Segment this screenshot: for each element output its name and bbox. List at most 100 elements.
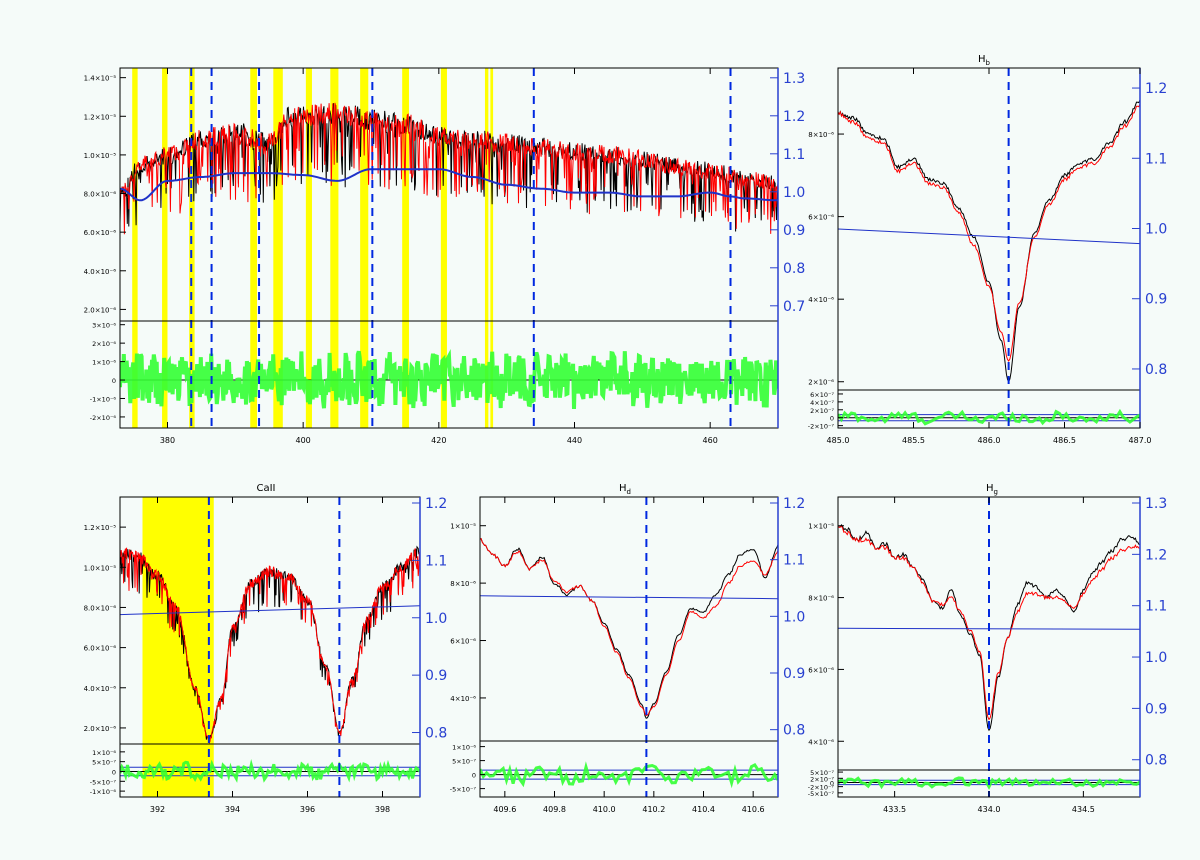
full-spectrum-y-tick-label: 6.0×10⁻⁶ (84, 229, 117, 237)
caii-x-tick-label: 392 (150, 805, 165, 814)
hb-x-tick-label: 486.5 (1053, 436, 1076, 445)
full-spectrum-y2-tick-label: 1.0 (783, 185, 805, 201)
caii-x-tick-label: 398 (375, 805, 390, 814)
full-spectrum-residual-tick-label: -2×10⁻⁶ (90, 414, 117, 422)
caii-y2-tick-label: 1.0 (425, 611, 447, 627)
caii-y2-tick-label: 0.8 (425, 726, 447, 742)
caii-y2-tick-label: 1.2 (425, 496, 447, 512)
full-spectrum-y2-tick-label: 1.1 (783, 147, 805, 163)
full-spectrum-residual-tick-label: 0 (112, 377, 116, 385)
hg-y-tick-label: 4×10⁻⁶ (808, 738, 834, 746)
hg-x-tick-label: 433.5 (883, 805, 906, 814)
hb-residual-tick-label: 0 (830, 415, 834, 423)
hg-observed-spectrum (838, 524, 1140, 732)
caii-y-tick-label: 2.0×10⁻⁶ (84, 725, 117, 733)
hb-x-tick-label: 485.5 (902, 436, 925, 445)
full-spectrum-masked-region (330, 68, 339, 428)
full-spectrum-y-tick-label: 1.0×10⁻⁵ (84, 152, 117, 160)
hg-residual-tick-label: -5×10⁻⁷ (808, 790, 835, 798)
caii-y-tick-label: 4.0×10⁻⁶ (84, 685, 117, 693)
full-spectrum-observed-spectrum (120, 103, 778, 232)
hd-y2-tick-label: 0.8 (783, 723, 805, 739)
full-spectrum-x-tick-label: 420 (431, 436, 446, 445)
hb-y2-tick-label: 1.1 (1145, 151, 1167, 167)
hg-y2-tick-label: 1.2 (1145, 547, 1167, 563)
hd-y2-tick-label: 1.0 (783, 609, 805, 625)
hb-continuum (838, 228, 1140, 245)
hb-title: Hb (978, 54, 991, 67)
full-spectrum-x-tick-label: 440 (567, 436, 582, 445)
hb-y2-tick-label: 0.8 (1145, 362, 1167, 378)
full-spectrum-y2-tick-label: 0.8 (783, 261, 805, 277)
hg-y2-tick-label: 1.0 (1145, 650, 1167, 666)
hb-y-tick-label: 4×10⁻⁶ (808, 296, 834, 304)
full-spectrum-masked-region (360, 68, 369, 428)
hg-x-tick-label: 434.0 (978, 805, 1001, 814)
hd-x-tick-label: 410.4 (692, 805, 715, 814)
full-spectrum-masked-region (132, 68, 138, 428)
hg-residual-tick-label: 5×10⁻⁷ (810, 769, 834, 777)
hb-y-tick-label: 8×10⁻⁶ (808, 131, 834, 139)
hd-residual-tick-label: 0 (472, 772, 476, 780)
full-spectrum-y-tick-label: 2.0×10⁻⁶ (84, 306, 117, 314)
caii-continuum (120, 605, 420, 616)
hd-residual-tick-label: 5×10⁻⁷ (452, 758, 476, 766)
full-spectrum-masked-region (250, 68, 258, 428)
full-spectrum-panel: 380 400 420 440 460 2.0×10⁻⁶ 4.0×10⁻⁶ 6.0×10⁻⁶ 8… (84, 67, 805, 445)
hd-panel: 409.6 409.8 410.0 410.2 410.4 410.6 4×10⁻⁶ 6×10… (450, 496, 806, 814)
caii-x-tick-label: 396 (300, 805, 315, 814)
caii-y-tick-label: 1.0×10⁻⁵ (84, 564, 117, 572)
full-spectrum-masked-region (490, 68, 494, 428)
hd-continuum (480, 595, 778, 600)
caii-masked-region (142, 497, 214, 797)
full-spectrum-residuals (120, 349, 778, 409)
hd-model-spectrum (480, 538, 778, 716)
caii-y-tick-label: 6.0×10⁻⁶ (84, 645, 117, 653)
full-spectrum-residual-tick-label: 3×10⁻⁶ (92, 322, 116, 330)
hb-y2-tick-label: 0.9 (1145, 292, 1167, 308)
hd-x-tick-label: 410.0 (593, 805, 616, 814)
hg-y2-tick-label: 0.8 (1145, 753, 1167, 769)
hd-y-tick-label: 6×10⁻⁶ (450, 638, 476, 646)
hd-x-tick-label: 409.8 (543, 805, 566, 814)
hd-title: Hd (619, 483, 631, 496)
full-spectrum-masked-region (273, 68, 283, 428)
caii-panel: 392 394 396 398 2.0×10⁻⁶ 4.0×10⁻⁶ 6.0×10⁻⁶ 8.0×… (84, 496, 448, 814)
hd-residual-tick-label: 1×10⁻⁶ (452, 744, 476, 752)
hb-y-tick-label: 6×10⁻⁶ (808, 214, 834, 222)
hd-y2-tick-label: 1.1 (783, 553, 805, 569)
hb-residual-tick-label: 4×10⁻⁷ (810, 399, 834, 407)
hb-residual-tick-label: 6×10⁻⁷ (810, 391, 834, 399)
caii-residual-tick-label: 1×10⁻⁶ (92, 749, 116, 757)
caii-residuals (120, 759, 420, 783)
caii-residual-tick-label: 5×10⁻⁷ (92, 759, 116, 767)
hb-x-tick-label: 486.0 (978, 436, 1001, 445)
hd-residual-tick-label: -5×10⁻⁷ (450, 786, 477, 794)
caii-residual-tick-label: 0 (112, 768, 116, 776)
caii-y-tick-label: 1.2×10⁻⁵ (84, 524, 117, 532)
full-spectrum-model-spectrum (120, 102, 778, 235)
full-spectrum-continuum (120, 168, 778, 202)
full-spectrum-masked-region (484, 68, 489, 428)
full-spectrum-y2-tick-label: 1.3 (783, 71, 805, 87)
hg-residual-tick-label: -2×10⁻⁷ (808, 784, 835, 792)
hd-y2-tick-label: 1.2 (783, 496, 805, 512)
hb-model-spectrum (838, 103, 1140, 362)
full-spectrum-masked-region (189, 68, 195, 428)
hg-y-tick-label: 1×10⁻⁵ (808, 523, 834, 531)
caii-y2-tick-label: 1.1 (425, 553, 447, 569)
full-spectrum-y2-tick-label: 1.2 (783, 109, 805, 125)
hd-y-tick-label: 1×10⁻⁵ (450, 523, 476, 531)
hg-x-tick-label: 434.5 (1072, 805, 1095, 814)
hb-residuals (838, 408, 1140, 426)
caii-y2-tick-label: 0.9 (425, 668, 447, 684)
full-spectrum-x-tick-label: 460 (703, 436, 718, 445)
hg-y-tick-label: 8×10⁻⁶ (808, 595, 834, 603)
caii-residual-tick-label: -5×10⁻⁷ (90, 778, 117, 786)
caii-y-tick-label: 8.0×10⁻⁶ (84, 604, 117, 612)
hb-observed-spectrum (838, 99, 1140, 383)
full-spectrum-residual-tick-label: 1×10⁻⁶ (92, 359, 116, 367)
full-spectrum-y-tick-label: 1.2×10⁻⁵ (84, 113, 117, 121)
caii-x-tick-label: 394 (225, 805, 240, 814)
hd-residuals (480, 761, 778, 789)
